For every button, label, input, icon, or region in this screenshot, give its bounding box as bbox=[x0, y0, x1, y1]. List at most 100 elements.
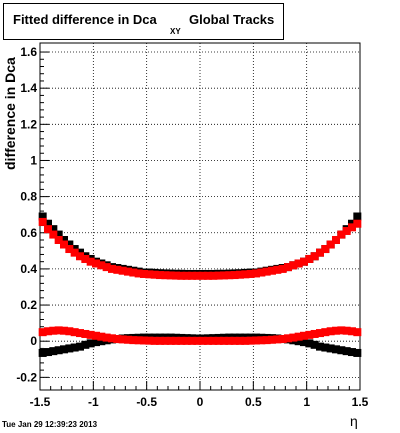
data-point-series-4 bbox=[86, 330, 95, 339]
data-point-series-4 bbox=[60, 326, 68, 335]
data-point-series-2 bbox=[166, 271, 175, 280]
data-point-series-2 bbox=[198, 271, 207, 280]
data-point-series-4 bbox=[241, 336, 250, 345]
data-point-series-4 bbox=[97, 332, 106, 341]
data-point-series-2 bbox=[332, 235, 340, 244]
data-point-series-2 bbox=[76, 252, 84, 261]
data-point-series-3 bbox=[44, 348, 52, 357]
y-tick-label: 0.6 bbox=[20, 226, 37, 240]
data-point-series-2 bbox=[300, 257, 308, 266]
data-point-series-2 bbox=[252, 269, 260, 278]
data-point-series-4 bbox=[198, 336, 207, 345]
data-point-series-2 bbox=[273, 265, 282, 274]
data-point-series-3 bbox=[348, 348, 356, 357]
data-point-series-4 bbox=[145, 336, 154, 345]
data-point-series-3 bbox=[332, 345, 340, 354]
data-point-series-2 bbox=[108, 264, 116, 273]
data-point-series-4 bbox=[150, 336, 159, 345]
data-point-series-3 bbox=[300, 338, 308, 347]
data-point-series-2 bbox=[326, 240, 335, 249]
data-point-series-4 bbox=[246, 336, 255, 345]
data-point-series-3 bbox=[92, 338, 100, 347]
data-point-series-2 bbox=[172, 271, 180, 280]
y-tick-label: 0 bbox=[30, 334, 37, 348]
data-point-series-4 bbox=[310, 329, 319, 338]
data-point-series-1 bbox=[38, 212, 47, 221]
data-point-series-4 bbox=[284, 334, 292, 343]
x-tick-label: 0 bbox=[197, 395, 204, 409]
data-point-series-2 bbox=[353, 219, 362, 228]
chart-title-subscript: XY bbox=[170, 27, 181, 36]
data-point-series-2 bbox=[337, 230, 346, 239]
data-point-series-2 bbox=[150, 270, 159, 279]
data-point-series-2 bbox=[230, 271, 239, 280]
data-point-series-2 bbox=[294, 259, 303, 268]
x-tick-label: 1.5 bbox=[352, 395, 369, 409]
data-point-series-4 bbox=[65, 327, 74, 336]
data-point-series-3 bbox=[49, 347, 58, 356]
data-point-series-2 bbox=[310, 252, 319, 261]
y-tick-label: 0.4 bbox=[20, 262, 37, 276]
y-tick-label: 1.6 bbox=[20, 45, 37, 59]
data-point-series-4 bbox=[305, 330, 314, 339]
data-point-series-2 bbox=[193, 271, 202, 280]
data-point-series-3 bbox=[65, 344, 74, 353]
data-point-series-2 bbox=[124, 267, 132, 276]
data-point-series-2 bbox=[236, 270, 244, 279]
data-point-series-2 bbox=[97, 261, 106, 270]
y-tick-label: 1 bbox=[30, 153, 37, 167]
data-point-series-4 bbox=[118, 335, 127, 344]
data-point-series-2 bbox=[161, 271, 170, 280]
data-point-series-2 bbox=[145, 270, 154, 279]
data-point-series-3 bbox=[321, 343, 330, 352]
data-point-series-2 bbox=[204, 271, 212, 280]
data-point-series-2 bbox=[156, 271, 164, 280]
data-point-series-4 bbox=[278, 335, 287, 344]
data-point-series-3 bbox=[353, 348, 362, 357]
data-point-series-2 bbox=[268, 266, 276, 275]
data-point-series-1 bbox=[353, 212, 362, 221]
data-point-series-4 bbox=[108, 334, 116, 343]
data-point-series-4 bbox=[70, 328, 79, 337]
data-point-series-4 bbox=[214, 336, 223, 345]
data-point-series-4 bbox=[321, 328, 330, 337]
data-point-series-1 bbox=[60, 235, 68, 244]
data-point-series-2 bbox=[54, 235, 63, 244]
data-point-series-4 bbox=[342, 326, 351, 335]
y-tick-label: 0.2 bbox=[20, 298, 37, 312]
data-point-series-4 bbox=[140, 336, 148, 345]
data-point-series-3 bbox=[70, 343, 79, 352]
data-point-series-2 bbox=[321, 245, 330, 254]
data-point-series-2 bbox=[289, 261, 298, 270]
data-point-series-2 bbox=[44, 225, 52, 234]
data-point-series-2 bbox=[220, 271, 228, 280]
data-point-series-4 bbox=[156, 336, 164, 345]
data-point-series-4 bbox=[257, 336, 266, 345]
data-point-series-4 bbox=[326, 327, 335, 336]
data-point-series-3 bbox=[81, 340, 90, 349]
data-point-series-2 bbox=[70, 248, 79, 257]
data-point-series-2 bbox=[113, 265, 122, 274]
data-point-series-2 bbox=[134, 269, 143, 278]
data-point-series-4 bbox=[44, 327, 52, 336]
data-point-series-4 bbox=[76, 329, 84, 338]
data-point-series-3 bbox=[86, 339, 95, 348]
data-point-series-2 bbox=[65, 245, 74, 254]
data-point-series-4 bbox=[172, 336, 180, 345]
data-point-series-2 bbox=[60, 240, 68, 249]
data-point-series-4 bbox=[225, 336, 234, 345]
data-point-series-3 bbox=[342, 347, 351, 356]
y-tick-label: 1.2 bbox=[20, 117, 37, 131]
data-point-series-2 bbox=[49, 230, 58, 239]
data-point-series-4 bbox=[252, 336, 260, 345]
data-point-series-2 bbox=[316, 248, 324, 257]
data-point-series-4 bbox=[220, 336, 228, 345]
data-point-series-2 bbox=[118, 266, 127, 275]
data-point-series-4 bbox=[348, 327, 356, 336]
data-point-series-2 bbox=[262, 267, 271, 276]
data-point-series-4 bbox=[134, 336, 143, 345]
data-point-series-3 bbox=[305, 339, 314, 348]
data-point-series-1 bbox=[65, 240, 74, 249]
data-point-series-2 bbox=[177, 271, 186, 280]
